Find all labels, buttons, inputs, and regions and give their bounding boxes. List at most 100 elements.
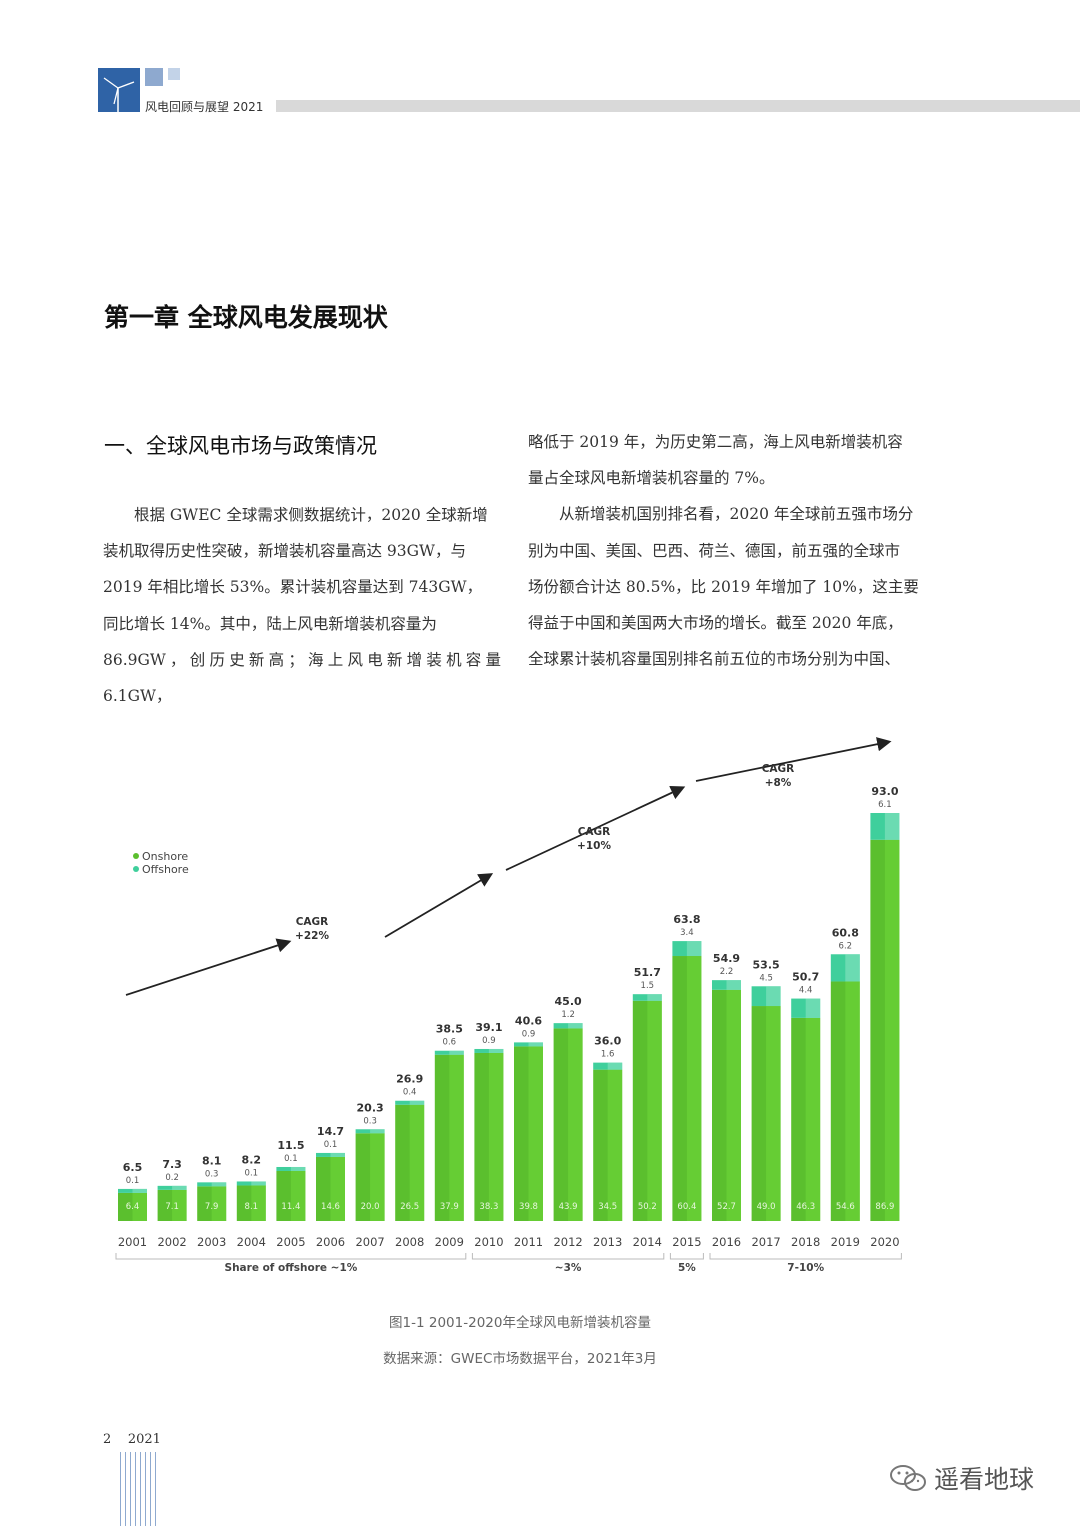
total-data-label: 14.7 — [317, 1125, 344, 1138]
x-tick-label: 2016 — [712, 1235, 741, 1249]
page-footer: 2 2021 — [103, 1432, 161, 1447]
onshore-data-label: 52.7 — [717, 1202, 736, 1212]
offshore-data-label: 0.1 — [284, 1154, 298, 1164]
cagr-trend-arrow-4 — [695, 737, 892, 782]
paragraph-line: 2019 年相比增长 53%。累计装机容量达到 743GW， — [103, 578, 483, 597]
x-tick-label: 2020 — [870, 1235, 899, 1249]
total-data-label: 7.3 — [162, 1158, 182, 1171]
offshore-bar-shade-2004 — [251, 1181, 266, 1186]
offshore-data-label: 3.4 — [680, 928, 694, 938]
offshore-data-label: 4.5 — [759, 973, 773, 983]
onshore-bar-shade-2002 — [172, 1189, 187, 1221]
total-data-label: 54.9 — [713, 952, 740, 965]
onshore-data-label: 11.4 — [281, 1202, 300, 1212]
x-tick-label: 2019 — [831, 1235, 860, 1249]
onshore-data-label: 49.0 — [757, 1202, 776, 1212]
offshore-bar-shade-2015 — [686, 941, 702, 957]
onshore-bar-shade-2003 — [211, 1186, 227, 1221]
cagr-label: CAGR — [578, 826, 611, 838]
offshore-bar-2004 — [236, 1181, 266, 1186]
cagr-trend-arrow-1 — [125, 938, 292, 996]
header-decor-square-small — [168, 68, 180, 80]
total-data-label: 20.3 — [357, 1101, 384, 1114]
share-group-label: 7-10% — [787, 1262, 824, 1274]
offshore-bar-shade-2012 — [568, 1023, 583, 1029]
offshore-bar-shade-2001 — [132, 1188, 147, 1193]
onshore-data-label: 7.9 — [205, 1202, 219, 1212]
total-data-label: 63.8 — [673, 913, 700, 926]
offshore-data-label: 2.2 — [720, 967, 734, 977]
onshore-bar-shade-2013 — [607, 1069, 623, 1221]
onshore-bar-shade-2015 — [686, 956, 702, 1221]
onshore-data-label: 37.9 — [440, 1202, 459, 1212]
x-tick-label: 2007 — [355, 1235, 384, 1249]
offshore-data-label: 1.2 — [561, 1010, 575, 1020]
onshore-data-label: 14.6 — [321, 1202, 340, 1212]
offshore-bar-shade-2019 — [845, 954, 860, 982]
cagr-label: CAGR — [296, 916, 329, 928]
x-tick-label: 2004 — [237, 1235, 266, 1249]
onshore-bar-shade-2014 — [647, 1000, 662, 1221]
total-data-label: 50.7 — [792, 971, 819, 984]
onshore-bar-shade-2012 — [568, 1028, 583, 1221]
offshore-bar-shade-2018 — [805, 998, 821, 1018]
legend-offshore-label: Offshore — [142, 863, 189, 876]
offshore-data-label: 6.2 — [839, 941, 853, 951]
paragraph-line: 别为中国、美国、巴西、荷兰、德国，前五强的全球市 — [528, 541, 901, 560]
footer-year: 2021 — [127, 1432, 161, 1447]
offshore-bar-shade-2016 — [726, 980, 741, 990]
x-tick-label: 2015 — [672, 1235, 701, 1249]
figure-caption: 图1-1 2001-2020年全球风电新增装机容量 — [389, 1315, 651, 1331]
x-tick-label: 2012 — [553, 1235, 582, 1249]
share-group-label: 5% — [678, 1262, 696, 1274]
onshore-data-label: 39.8 — [519, 1202, 538, 1212]
cagr-value: +8% — [765, 777, 792, 789]
legend-onshore-swatch — [133, 853, 139, 859]
total-data-label: 38.5 — [436, 1023, 463, 1036]
x-tick-label: 2011 — [514, 1235, 543, 1249]
offshore-bar-shade-2003 — [211, 1182, 227, 1187]
onshore-bar-shade-2016 — [726, 989, 741, 1221]
offshore-bar-shade-2014 — [647, 994, 662, 1001]
offshore-data-label: 0.4 — [403, 1088, 417, 1098]
offshore-bar-shade-2013 — [607, 1062, 623, 1070]
onshore-data-label: 7.1 — [165, 1202, 179, 1212]
onshore-data-label: 20.0 — [361, 1202, 380, 1212]
total-data-label: 6.5 — [123, 1161, 143, 1174]
share-bracket-2 — [471, 1253, 665, 1260]
offshore-bar-shade-2011 — [528, 1042, 543, 1047]
footer-decor-lines — [120, 1452, 156, 1526]
offshore-data-label: 0.9 — [482, 1036, 496, 1046]
onshore-bar-shade-2020 — [884, 839, 900, 1221]
offshore-bar-shade-2002 — [172, 1185, 187, 1190]
onshore-bar-shade-2019 — [845, 981, 860, 1221]
x-tick-label: 2002 — [157, 1235, 186, 1249]
offshore-data-label: 4.4 — [799, 986, 813, 996]
total-data-label: 60.8 — [832, 926, 859, 939]
offshore-bar-shade-2008 — [409, 1100, 425, 1105]
x-tick-label: 2009 — [435, 1235, 464, 1249]
body-column-left: 根据 GWEC 全球需求侧数据统计，2020 全球新增 装机取得历史性突破，新增… — [103, 497, 501, 714]
onshore-data-label: 46.3 — [796, 1202, 815, 1212]
paragraph-line: 全球累计装机容量国别排名前五位的市场分别为中国、 — [528, 650, 901, 669]
onshore-data-label: 60.4 — [677, 1202, 696, 1212]
onshore-data-label: 54.6 — [836, 1202, 855, 1212]
header-rule — [276, 100, 1080, 112]
onshore-data-label: 6.4 — [126, 1202, 140, 1212]
cagr-value: +22% — [295, 930, 329, 942]
onshore-bar-shade-2006 — [330, 1156, 345, 1221]
onshore-data-label: 8.1 — [245, 1202, 259, 1212]
offshore-data-label: 0.1 — [324, 1140, 338, 1150]
onshore-bar-shade-2010 — [488, 1052, 504, 1221]
total-data-label: 26.9 — [396, 1073, 423, 1086]
paragraph-line: 量占全球风电新增装机容量的 7%。 — [528, 469, 775, 488]
offshore-data-label: 6.1 — [878, 800, 892, 810]
onshore-data-label: 38.3 — [479, 1202, 498, 1212]
offshore-data-label: 0.3 — [205, 1169, 219, 1179]
x-tick-label: 2017 — [751, 1235, 780, 1249]
onshore-data-label: 43.9 — [559, 1202, 578, 1212]
onshore-data-label: 86.9 — [875, 1202, 894, 1212]
total-data-label: 36.0 — [594, 1035, 621, 1048]
turbine-logo-icon — [98, 68, 140, 112]
cagr-trend-arrow-2 — [384, 873, 494, 938]
